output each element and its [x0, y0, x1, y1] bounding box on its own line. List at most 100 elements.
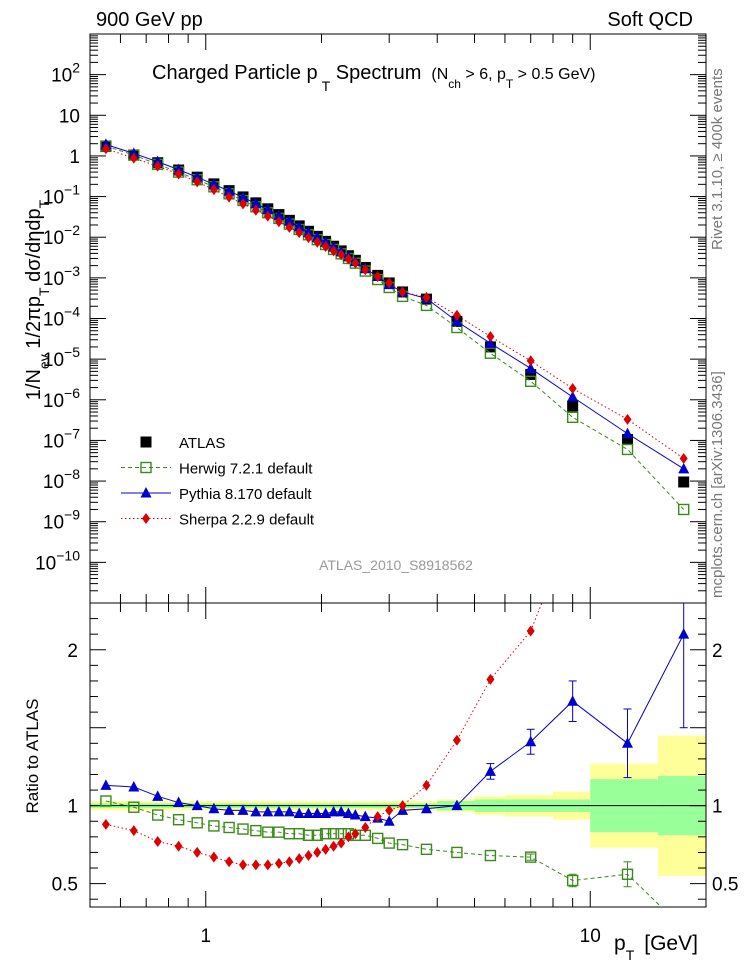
ratio-pythia-point: [359, 810, 371, 822]
ratio-sherpa-point: [225, 856, 234, 868]
ratio-pythia-point: [208, 802, 220, 814]
header-collision: 900 GeV pp: [96, 9, 203, 31]
x-tick-label: 10: [580, 926, 601, 947]
series-atlas-point: [678, 476, 690, 488]
series-sherpa-point: [486, 331, 495, 343]
xlabel-part-3: [GeV]: [644, 932, 698, 955]
series-pythia-point: [237, 191, 249, 202]
series-sherpa-point: [174, 168, 183, 180]
title-part-8: > 0.5 GeV): [513, 66, 595, 83]
title-part-2: T: [322, 78, 331, 94]
ratio-sherpa-point: [373, 811, 382, 823]
ratio-pythia-point: [283, 805, 295, 817]
ratio-herwig-point: [223, 821, 235, 834]
series-pythia-point: [208, 178, 220, 189]
ratio-panel: 1 10 0.5 0.5 1 1 2 2: [52, 364, 738, 947]
series-sherpa-point: [295, 227, 304, 239]
ratio-herwig-point: [566, 874, 579, 887]
series-herwig-point: [484, 347, 497, 359]
series-sherpa-point: [337, 249, 346, 261]
series-sherpa-point: [251, 204, 260, 216]
ratio-sherpa-point: [313, 846, 322, 858]
ratio-herwig-point: [100, 795, 112, 807]
ratio-sherpa-point: [274, 857, 283, 869]
ratio-y-tick-label-right: 1: [712, 797, 723, 818]
series-pythia-point: [525, 362, 537, 373]
ratio-herwig-point: [250, 824, 262, 837]
ratio-sherpa-point: [452, 734, 461, 746]
ratio-pythia-point: [451, 799, 463, 811]
ylabel-part-2: ev: [36, 354, 52, 369]
chart-title: Charged Particle pT Spectrum (Nch > 6, pT…: [152, 62, 595, 94]
legend-label: Pythia 8.170 default: [179, 486, 312, 503]
mcplots-label: mcplots.cern.ch [arXiv:1306.3436]: [709, 371, 726, 598]
ratio-sherpa-point: [398, 800, 407, 812]
series-sherpa-point: [263, 210, 272, 222]
ratio-y-tick-label: 1: [67, 797, 78, 818]
x-tick-label: 1: [200, 926, 211, 947]
ratio-pythia-point: [128, 780, 140, 792]
title-part-7: T: [506, 77, 514, 91]
ratio-pythia-point: [173, 796, 185, 808]
y-tick-label: 1: [69, 147, 80, 168]
ratio-herwig-point: [262, 826, 274, 838]
series-sherpa-point: [209, 184, 218, 196]
y-tick-label: 10−8: [43, 466, 80, 493]
ratio-herwig-point: [451, 846, 463, 859]
ratio-sherpa-point: [129, 825, 138, 837]
ratio-sherpa-point: [174, 840, 183, 852]
ratio-herwig-point: [327, 828, 340, 840]
y-tick-label: 10−4: [43, 304, 80, 331]
ratio-sherpa-point: [251, 859, 260, 871]
analysis-watermark: ATLAS_2010_S8918562: [319, 557, 473, 573]
series-sherpa-point: [422, 291, 431, 303]
series-sherpa-point: [373, 271, 382, 283]
ratio-pythia-point: [622, 737, 634, 748]
ratio-sherpa-point: [193, 846, 202, 858]
ratio-sherpa-point: [321, 843, 330, 855]
ratio-sherpa-point: [101, 818, 110, 830]
ratio-sherpa-point: [422, 779, 431, 791]
series-atlas-point: [525, 368, 537, 380]
ratio-y-axis-label: Ratio to ATLAS: [23, 699, 42, 814]
y-tick-label: 10: [59, 106, 80, 127]
series-sherpa-point: [304, 232, 313, 244]
ratio-sherpa-point: [385, 804, 394, 816]
ratio-pythia-point: [484, 765, 496, 776]
ratio-pythia-point: [420, 802, 432, 814]
series-sherpa-point: [329, 245, 338, 257]
legend-marker: [140, 461, 152, 474]
ratio-pythia-point: [250, 805, 262, 817]
ratio-sherpa-point: [263, 859, 272, 871]
ratio-pythia-point: [349, 809, 361, 820]
ratio-frame: [89, 602, 707, 908]
title-part-5: ch: [448, 77, 461, 91]
series-sherpa-point: [361, 264, 370, 276]
series-sherpa-point: [274, 216, 283, 228]
ratio-pythia-point: [311, 807, 323, 818]
ratio-pythia-point: [383, 815, 395, 826]
ratio-pythia-point: [100, 779, 112, 790]
ylabel-part-6: T: [36, 199, 52, 208]
series-pythia-line: [105, 143, 684, 470]
series-herwig-point: [678, 503, 690, 516]
series-herwig-point: [621, 443, 634, 456]
ratio-pythia-point: [237, 804, 249, 815]
series-pythia-point: [622, 427, 634, 439]
series-sherpa-line: [105, 148, 684, 459]
ratio-herwig-point: [319, 828, 332, 840]
ylabel-part-5: dσ/dηdp: [23, 208, 45, 287]
series-sherpa-point: [623, 413, 632, 425]
ratio-pythia-point: [335, 805, 347, 817]
main-y-axis-label: 1/Nev 1/2πpT dσ/dηdpT: [23, 199, 52, 400]
series-sherpa-point: [385, 277, 394, 289]
y-tick-label: 10−3: [43, 263, 80, 290]
ratio-herwig-point: [621, 868, 634, 880]
legend-marker: [140, 487, 152, 498]
ratio-sherpa-point: [344, 831, 353, 843]
ratio-y-tick-label-right: 2: [712, 641, 723, 662]
series-sherpa-point: [225, 191, 234, 203]
xlabel-part-1: p: [614, 932, 626, 955]
series-sherpa-point: [129, 152, 138, 164]
ratio-sherpa-point: [680, 364, 688, 375]
